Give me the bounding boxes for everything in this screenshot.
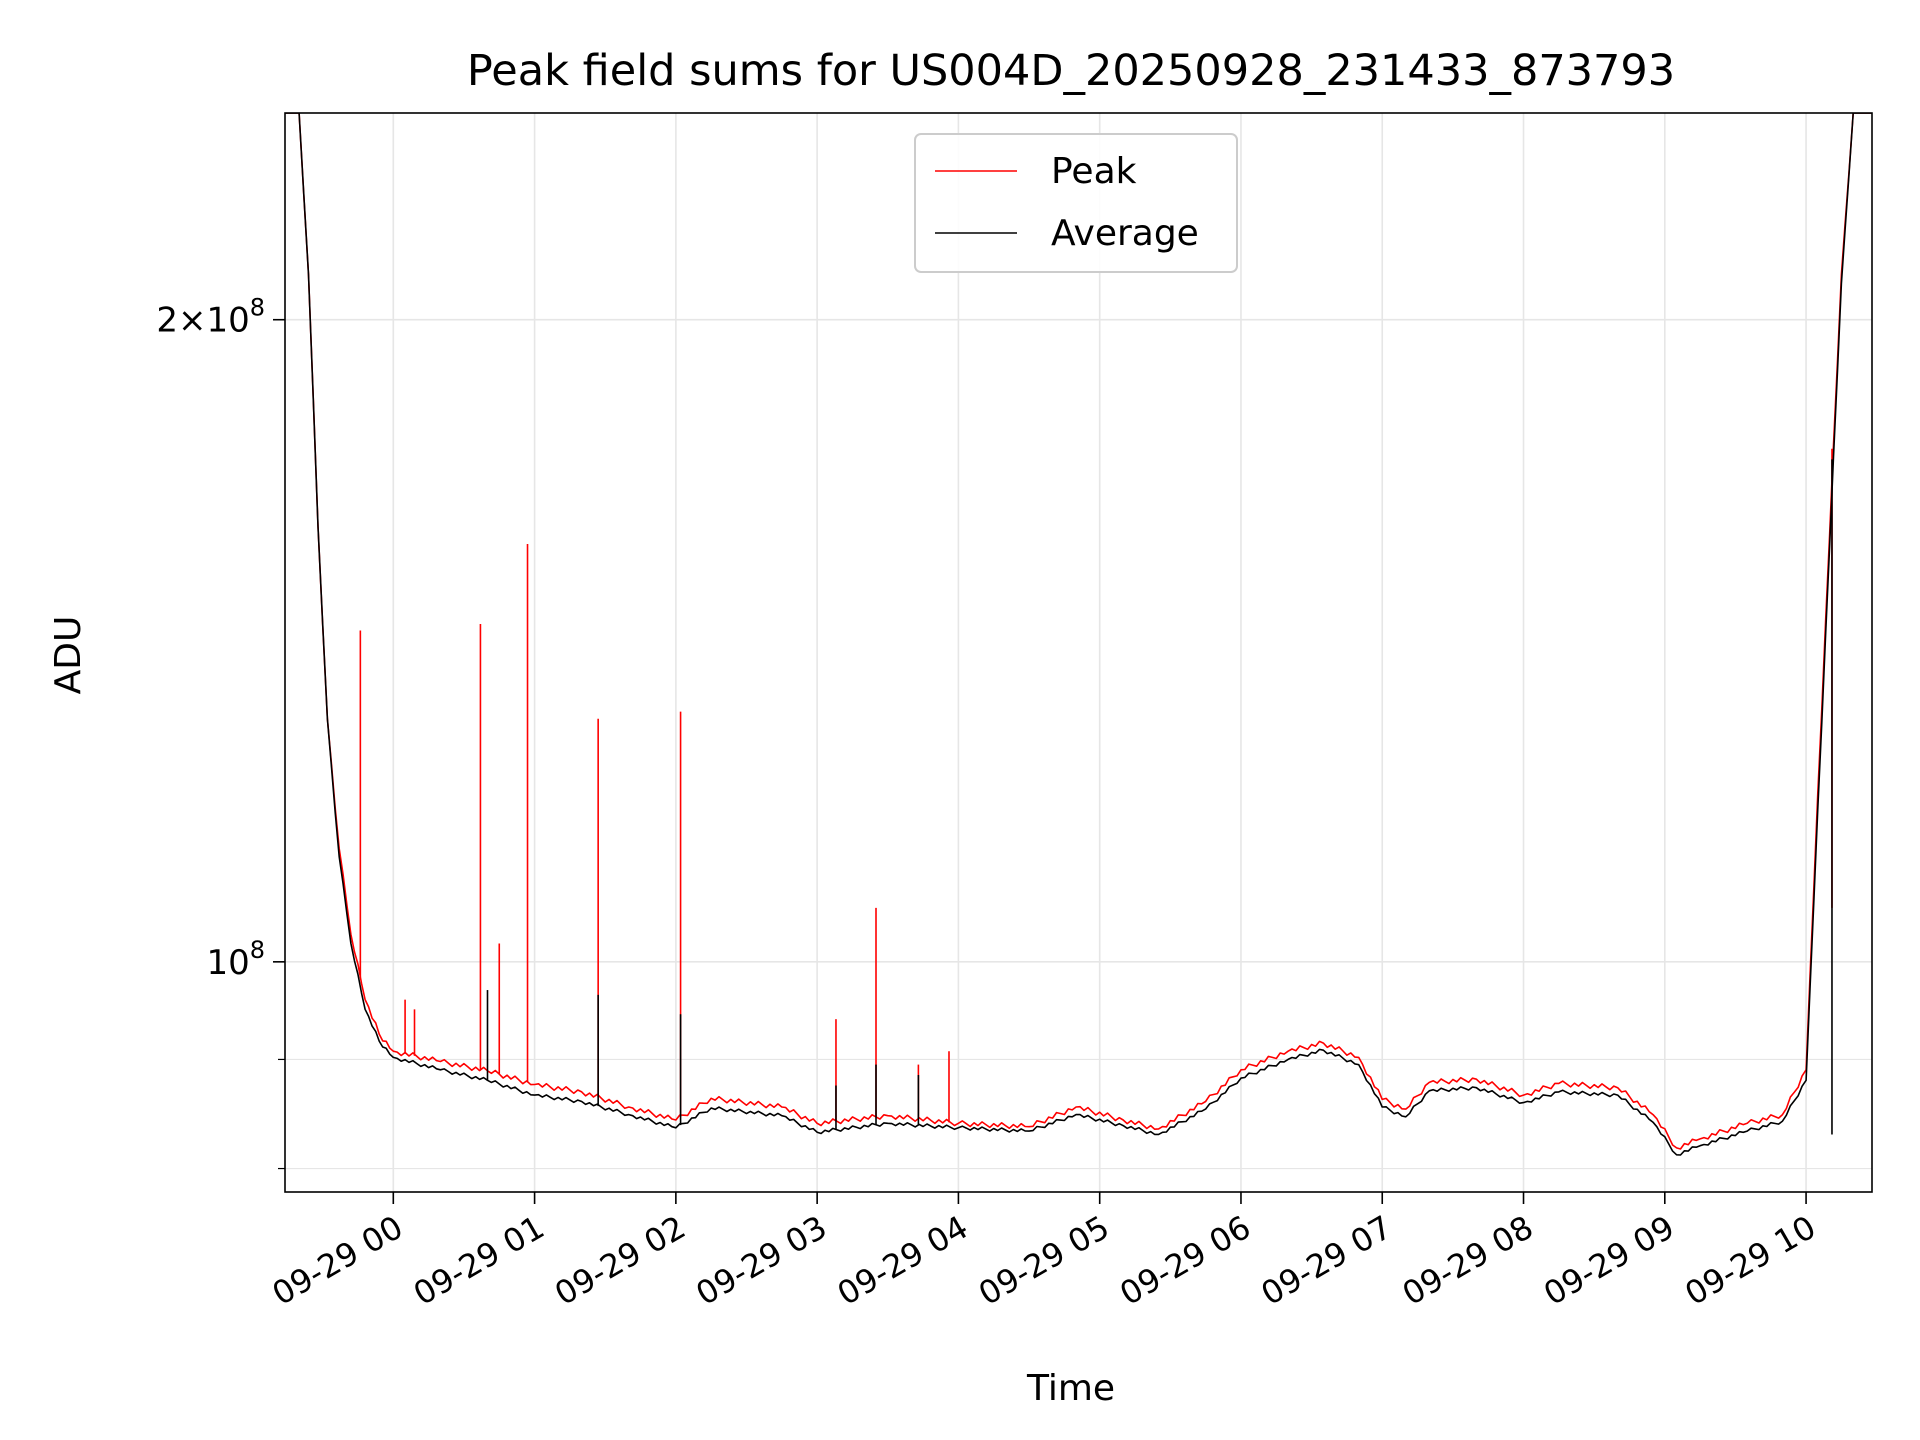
- y-tick-base: 10: [206, 943, 249, 983]
- legend-label-average: Average: [1051, 213, 1199, 254]
- series-body: [285, 113, 1872, 1156]
- y-axis-label: ADU: [48, 616, 89, 695]
- y-tick-label: 2×108: [156, 294, 265, 341]
- x-axis-label: Time: [1026, 1368, 1115, 1409]
- y-tick-label: 108: [206, 936, 265, 983]
- y-tick-exponent: 8: [250, 294, 265, 322]
- y-tick-exponent: 8: [250, 936, 265, 964]
- series-line-peak: [285, 113, 1872, 1150]
- legend-box: [914, 133, 1238, 273]
- y-tick-base: 2×: [156, 301, 206, 341]
- plot-area-frame: [284, 112, 1873, 1193]
- series-lines: [285, 113, 1872, 1156]
- chart-title: Peak field sums for US004D_20250928_2314…: [467, 46, 1675, 96]
- grid-lines: [285, 113, 1872, 1192]
- legend: Peak Average: [914, 133, 1238, 273]
- series-line-average: [285, 113, 1872, 1156]
- y-tick-base: 10: [206, 301, 249, 341]
- legend-label-peak: Peak: [1051, 151, 1137, 192]
